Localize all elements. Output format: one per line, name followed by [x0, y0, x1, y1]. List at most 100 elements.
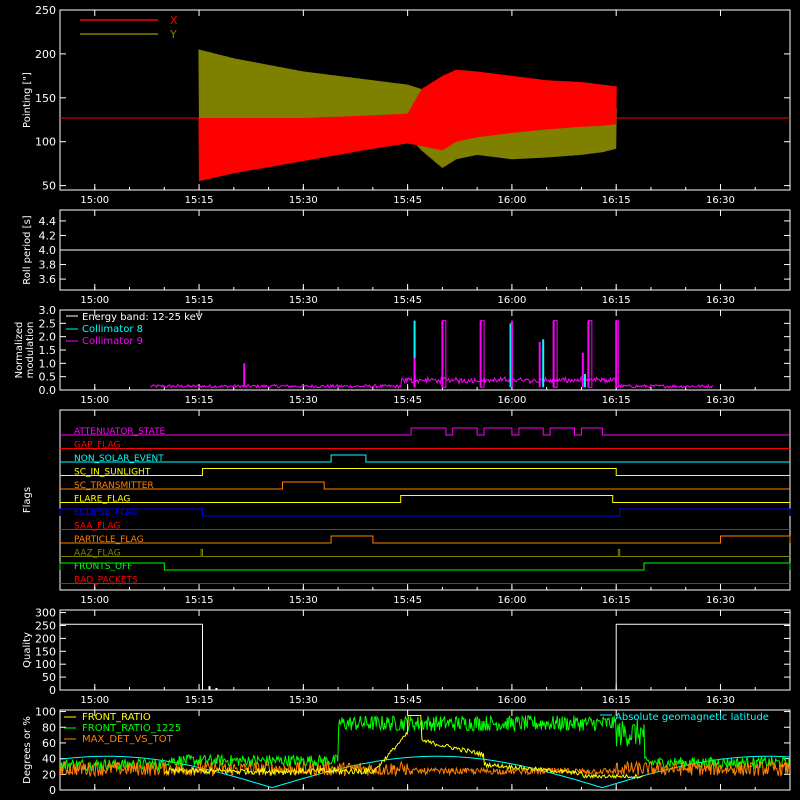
y-tick-label: 100 — [35, 136, 56, 149]
y-tick-label: 250 — [35, 4, 56, 17]
y-tick-label: 4.4 — [39, 215, 57, 228]
panel-4: 15:00 15:15 15:30 15:45 16:00 16:15 16:30 Quali… — [22, 607, 791, 706]
collimator-9-noise — [150, 375, 713, 389]
y-tick-label: 3.8 — [39, 259, 57, 272]
x-tick-label: 16:15 — [602, 295, 631, 306]
x-tick-label: 16:00 — [497, 195, 526, 206]
x-tick-label: 15:15 — [185, 395, 214, 406]
y-tick-label: 2.0 — [39, 331, 57, 344]
y-tick-label: 3.0 — [39, 304, 57, 317]
flag-line-flare_flag — [60, 495, 790, 503]
y-tick-label: 100 — [35, 706, 56, 719]
flag-label: SAA_FLAG — [74, 522, 120, 532]
legend-label: Collimator 8 — [82, 324, 143, 335]
y-tick-label: 2.5 — [39, 317, 57, 330]
y-tick-label: 1.5 — [39, 344, 57, 357]
flag-label: GAP_FLAG — [74, 441, 120, 451]
x-tick-label: 15:15 — [185, 695, 214, 706]
panel-0: 15:00 15:15 15:30 15:45 16:00 16:15 16:30 Point… — [22, 4, 791, 206]
modulation-plateau — [553, 320, 558, 388]
flag-label: PARTICLE_FLAG — [74, 535, 144, 545]
panel-frame — [59, 409, 791, 591]
x-tick-label: 16:15 — [602, 595, 631, 606]
y-tick-label: 100 — [35, 658, 56, 671]
flag-label: SC_TRANSMITTER — [74, 481, 154, 491]
y-tick-label: 50 — [42, 180, 56, 193]
modulation-plateau — [441, 320, 447, 388]
x-tick-label: 15:45 — [393, 595, 422, 606]
x-tick-label: 16:00 — [497, 295, 526, 306]
panel-frame — [59, 609, 791, 691]
x-tick-label: 15:45 — [393, 295, 422, 306]
flag-label: ATTENUATOR_STATE — [74, 427, 166, 437]
panel-frame — [59, 709, 791, 791]
panel-3: 15:00 15:15 15:30 15:45 16:00 16:15 16:30 Flags… — [22, 409, 791, 606]
y-tick-label: 4.0 — [39, 244, 57, 257]
legend-label: MAX_DET_VS_TOT — [82, 734, 174, 745]
x-tick-label: 16:30 — [706, 295, 735, 306]
flag-label: FRONTS_OFF — [74, 562, 132, 572]
y-tick-label: 0 — [49, 784, 56, 797]
x-tick-label: 15:30 — [289, 595, 318, 606]
legend-label: Collimator 9 — [82, 336, 143, 347]
x-tick-label: 16:30 — [706, 695, 735, 706]
y-tick-label: 3.6 — [39, 273, 57, 286]
y-axis-label: Roll period [s] — [22, 215, 33, 284]
panel-1: 15:00 15:15 15:30 15:45 16:00 16:15 16:30 Roll … — [22, 209, 791, 306]
panel-5: Degrees or % 0 20 40 60 80 100 FRONT_RATIOFRONT… — [22, 706, 791, 797]
y-tick-label: 0.0 — [39, 384, 57, 397]
x-tick-label: 16:00 — [497, 595, 526, 606]
x-tick-label: 16:30 — [706, 395, 735, 406]
flag-line-fronts_off — [59, 562, 791, 571]
x-tick-label: 15:30 — [289, 295, 318, 306]
x-tick-label: 15:00 — [80, 295, 109, 306]
x-tick-label: 15:00 — [80, 695, 109, 706]
panel-frame — [59, 9, 791, 191]
x-tick-label: 16:30 — [706, 195, 735, 206]
max-det-vs-tot-line — [60, 760, 790, 778]
y-tick-label: 200 — [35, 48, 56, 61]
y-axis-label: Degrees or % — [22, 716, 33, 784]
y-tick-label: 0 — [49, 684, 56, 697]
flag-label: FLARE_FLAG — [74, 495, 130, 505]
flag-label: BAD_PACKETS — [74, 576, 138, 586]
legend-label: X — [170, 14, 178, 27]
front-ratio-line — [164, 715, 644, 780]
x-tick-label: 15:15 — [185, 295, 214, 306]
y-tick-label: 300 — [35, 607, 56, 620]
modulation-plateau — [480, 320, 485, 388]
flag-label: ECLIPSE_FLAG — [74, 508, 138, 518]
legend-label: Absolute geomagnetic latitude — [615, 712, 769, 723]
flag-line-attenuator_state — [60, 427, 790, 436]
y-tick-label: 40 — [42, 753, 56, 766]
flag-line-sc_in_sunlight — [60, 468, 790, 476]
x-tick-label: 16:15 — [602, 195, 631, 206]
legend-title: Energy band: 12-25 keV — [82, 312, 203, 323]
y-tick-label: 0.5 — [39, 371, 57, 384]
x-tick-label: 15:30 — [289, 195, 318, 206]
y-axis-label: modulation — [25, 322, 36, 379]
x-tick-label: 15:00 — [80, 595, 109, 606]
x-tick-label: 15:15 — [185, 195, 214, 206]
x-tick-label: 15:00 — [80, 195, 109, 206]
x-tick-label: 15:45 — [393, 395, 422, 406]
legend-label: FRONT_RATIO — [82, 712, 151, 723]
flag-line-sc_transmitter — [60, 481, 790, 490]
legend-label: Y — [169, 28, 177, 41]
y-axis-label: Quality — [22, 632, 33, 668]
modulation-plateau — [615, 320, 619, 388]
y-axis-label: Normalized — [14, 322, 25, 379]
x-tick-label: 15:30 — [289, 395, 318, 406]
x-tick-label: 16:30 — [706, 595, 735, 606]
front-ratio-1225-line — [60, 714, 790, 772]
flag-label: SC_IN_SUNLIGHT — [74, 468, 151, 478]
y-tick-label: 200 — [35, 632, 56, 645]
y-axis-label: Flags — [22, 487, 33, 513]
y-tick-label: 150 — [35, 92, 56, 105]
series-x-line — [198, 69, 617, 182]
x-tick-label: 16:15 — [602, 395, 631, 406]
y-axis-label: Pointing ["] — [22, 72, 33, 128]
y-tick-label: 60 — [42, 737, 56, 750]
